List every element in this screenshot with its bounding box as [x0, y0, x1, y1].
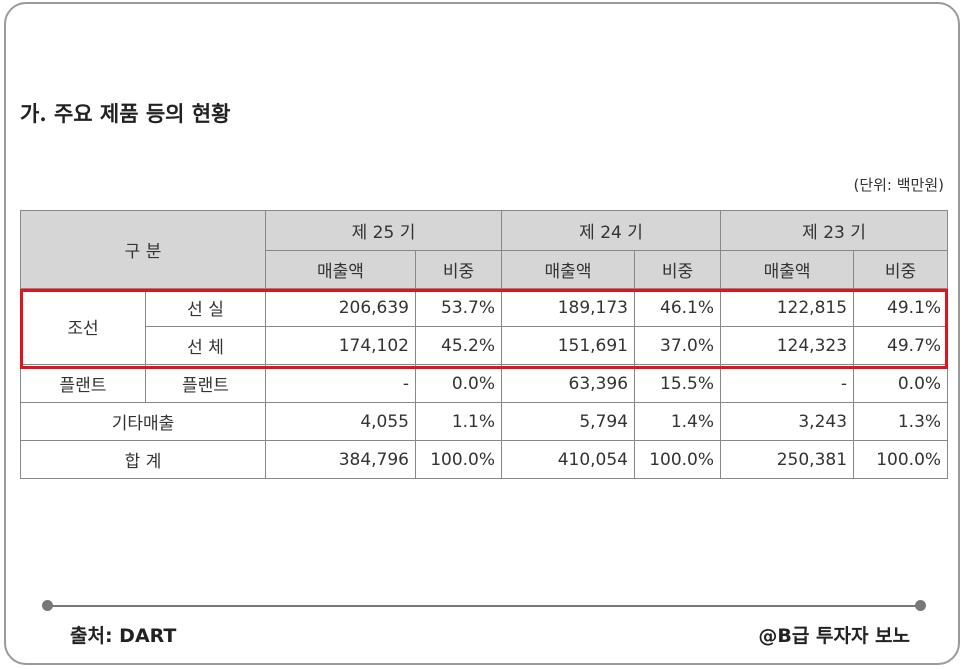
- divider-dot-right: [915, 600, 926, 611]
- subheader-sales: 매출액: [720, 250, 855, 289]
- products-table: 구 분 제 25 기 제 24 기 제 23 기 매출액 비중 매출액 비중 매…: [20, 210, 949, 479]
- table-row: 플랜트 플랜트 - 0.0% 63,396 15.5% - 0.0%: [20, 364, 949, 403]
- cell-value: 0.0%: [414, 364, 503, 403]
- table-row-total: 합 계 384,796 100.0% 410,054 100.0% 250,38…: [20, 440, 949, 479]
- cell-value: 1.1%: [414, 402, 503, 441]
- subheader-share: 비중: [414, 250, 503, 289]
- cell-value: 63,396: [501, 364, 636, 403]
- cell-value: 250,381: [720, 440, 855, 479]
- cell-value: 15.5%: [634, 364, 722, 403]
- row-group-plant: 플랜트: [20, 364, 146, 403]
- subheader-sales: 매출액: [265, 250, 416, 289]
- cell-value: 100.0%: [634, 440, 722, 479]
- cell-value: 1.4%: [634, 402, 722, 441]
- table-row: 선 체 174,102 45.2% 151,691 37.0% 124,323 …: [21, 326, 949, 365]
- cell-value: 410,054: [501, 440, 636, 479]
- subheader-share: 비중: [853, 250, 949, 289]
- cell-value: 122,815: [720, 288, 855, 327]
- cell-value: -: [265, 364, 416, 403]
- subheader-share: 비중: [634, 250, 722, 289]
- cell-value: 46.1%: [634, 288, 722, 327]
- header-category: 구 분: [20, 210, 266, 289]
- divider-line: [46, 605, 921, 607]
- cell-value: 100.0%: [414, 440, 503, 479]
- table-row: 기타매출 4,055 1.1% 5,794 1.4% 3,243 1.3%: [20, 402, 949, 441]
- cell-value: 100.0%: [853, 440, 949, 479]
- row-label-total: 합 계: [20, 440, 266, 479]
- subheader-sales: 매출액: [501, 250, 636, 289]
- row-item: 선 실: [145, 288, 266, 327]
- row-item: 플랜트: [145, 364, 266, 403]
- cell-value: 206,639: [265, 288, 416, 327]
- cell-value: 151,691: [501, 326, 636, 365]
- header-row: 구 분 제 25 기 제 24 기 제 23 기: [20, 210, 949, 289]
- header-period-25: 제 25 기: [264, 210, 503, 251]
- cell-value: 189,173: [501, 288, 636, 327]
- cell-value: 49.1%: [853, 288, 949, 327]
- row-item: 선 체: [145, 326, 266, 365]
- cell-value: 384,796: [265, 440, 416, 479]
- row-group-shipbuilding: 조선: [20, 288, 146, 365]
- cell-value: -: [720, 364, 855, 403]
- cell-value: 5,794: [501, 402, 636, 441]
- subheader-row: 매출액 비중 매출액 비중 매출액 비중: [21, 250, 949, 289]
- cell-value: 0.0%: [853, 364, 949, 403]
- cell-value: 3,243: [720, 402, 855, 441]
- section-title: 가. 주요 제품 등의 현황: [20, 101, 231, 126]
- source-label: 출처: DART: [70, 625, 177, 647]
- cell-value: 37.0%: [634, 326, 722, 365]
- cell-value: 124,323: [720, 326, 855, 365]
- author-label: @B급 투자자 보노: [758, 625, 910, 647]
- cell-value: 174,102: [265, 326, 416, 365]
- unit-label: (단위: 백만원): [853, 176, 944, 194]
- row-label-other: 기타매출: [20, 402, 266, 441]
- cell-value: 1.3%: [853, 402, 949, 441]
- divider-dot-left: [42, 600, 53, 611]
- cell-value: 4,055: [265, 402, 416, 441]
- header-period-23: 제 23 기: [720, 210, 949, 251]
- cell-value: 49.7%: [853, 326, 949, 365]
- header-period-24: 제 24 기: [501, 210, 722, 251]
- cell-value: 45.2%: [414, 326, 503, 365]
- cell-value: 53.7%: [414, 288, 503, 327]
- table-row: 조선 선 실 206,639 53.7% 189,173 46.1% 122,8…: [20, 288, 949, 365]
